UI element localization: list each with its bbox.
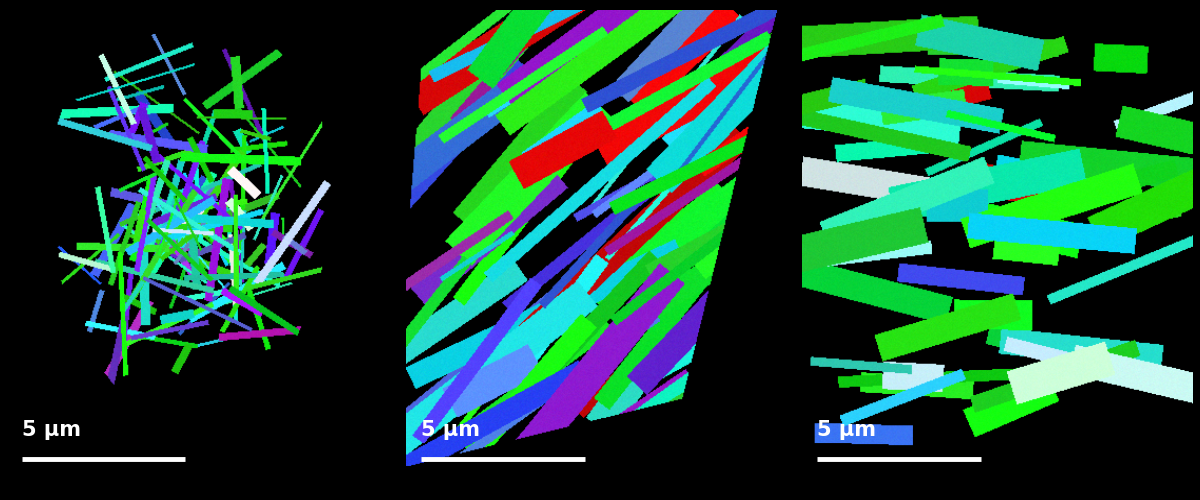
Text: 5 μm: 5 μm: [421, 420, 480, 440]
Text: 5 μm: 5 μm: [22, 420, 80, 440]
Text: 5 μm: 5 μm: [817, 420, 876, 440]
